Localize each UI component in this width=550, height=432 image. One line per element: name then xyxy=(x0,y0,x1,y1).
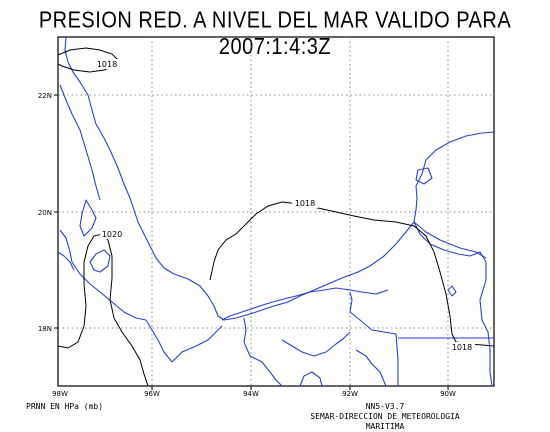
yucatan-state xyxy=(413,221,487,259)
state-border-7 xyxy=(57,251,75,271)
lon-label-96w: 96W xyxy=(144,390,160,398)
isobar-label-east: 1018 xyxy=(452,343,472,352)
state-border-5 xyxy=(299,371,323,387)
units-label: PRNN EN HPa (mb) xyxy=(26,402,104,411)
guatemala-border xyxy=(349,291,399,386)
isobar-labels: 1018 1020 1018 1018 xyxy=(94,59,475,352)
graticule xyxy=(58,37,494,386)
lat-label-20n: 20N xyxy=(38,209,52,217)
credits: NN5-V3.7 SEMAR-DIRECCION DE METEOROLOGIA… xyxy=(290,402,480,432)
inland-lake xyxy=(415,167,433,185)
lat-label-18n: 18N xyxy=(38,325,52,333)
isobar-1018-central xyxy=(209,201,495,347)
isobar-label-central: 1018 xyxy=(295,199,315,208)
lon-label-90w: 90W xyxy=(440,390,456,398)
state-border-8 xyxy=(89,249,111,273)
state-border-2 xyxy=(171,325,223,363)
state-border-1 xyxy=(59,229,173,363)
isobar-label-north: 1018 xyxy=(97,60,117,69)
coastline xyxy=(57,36,495,387)
lon-label-92w: 92W xyxy=(342,390,358,398)
small-island xyxy=(447,285,457,297)
model-label: NN5-V3.7 xyxy=(365,402,405,411)
gulf-coast-inner-west xyxy=(59,84,101,201)
state-border-4 xyxy=(281,331,351,357)
state-border-9 xyxy=(79,199,97,237)
longitude-labels: 98W 96W 94W 92W 90W xyxy=(52,390,456,398)
isobars xyxy=(57,47,495,387)
lon-label-94w: 94W xyxy=(243,390,259,398)
gulf-coast-west xyxy=(64,36,415,321)
tick-marks xyxy=(54,94,449,390)
map-title: PRESION RED. A NIVEL DEL MAR VALIDO PARA… xyxy=(38,8,512,60)
lat-label-22n: 22N xyxy=(38,92,52,100)
agency-label: SEMAR-DIRECCION DE METEOROLOGIA MARITIMA xyxy=(310,412,460,431)
state-border-6 xyxy=(355,349,387,387)
state-border-3 xyxy=(243,317,283,387)
lon-label-98w: 98W xyxy=(52,390,68,398)
yucatan-coast xyxy=(413,131,495,223)
yucatan-east xyxy=(413,221,493,387)
isobar-label-1020: 1020 xyxy=(102,230,122,239)
tabasco-campeche xyxy=(221,287,389,321)
latitude-labels: 22N 20N 18N xyxy=(38,92,52,333)
